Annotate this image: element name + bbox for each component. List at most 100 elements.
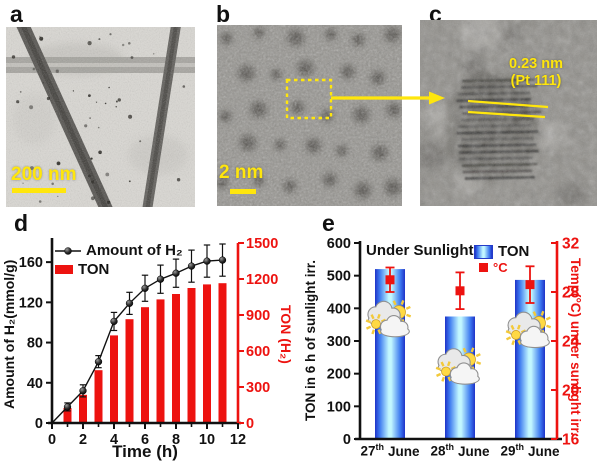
x-tick-label: 4	[110, 432, 118, 448]
chart-e-right-axis-title: Temp(°C) under sunlight irr.	[568, 258, 583, 436]
right-tick-label: 24	[562, 334, 580, 351]
line-marker-icon	[55, 246, 81, 255]
temp-marker-icon	[479, 263, 488, 272]
x-tick-label: 0	[48, 432, 56, 448]
ton-bar	[172, 294, 180, 423]
left-tick-label: 0	[35, 416, 43, 432]
right-tick-label: 900	[246, 308, 270, 324]
ton-bar-swatch-icon	[55, 265, 73, 274]
ton-bar	[203, 284, 211, 423]
weather-icons	[365, 299, 552, 385]
ton-bar	[156, 299, 165, 423]
h2-data-point	[187, 262, 196, 270]
panel-label-b: b	[216, 1, 231, 27]
scale-bar-label-a: 200 nm	[11, 164, 77, 185]
tem-image-pt-nanoparticles: 2 nm	[217, 25, 402, 206]
left-tick-label: 0	[343, 432, 351, 448]
ton-bar	[218, 283, 227, 423]
left-tick-label: 120	[19, 295, 43, 311]
right-tick-label: 28	[562, 285, 580, 302]
chart-e-left-axis-title: TON in 6 h of sunlight irr.	[303, 259, 318, 421]
chart-h2-ton-vs-time: 0 40 80 120 160 0 300 600 900 1200 1500 0 2 4 6 8 10 12	[19, 236, 278, 448]
tem-image-nanorods: 200 nm	[6, 27, 195, 207]
left-tick-label: 400	[327, 301, 351, 317]
right-tick-label: 1200	[246, 272, 278, 288]
weather-icon-sun-behind-clouds	[505, 310, 552, 349]
blue-bar-swatch-icon	[474, 244, 493, 259]
chart-d-legend-h2: Amount of H₂	[55, 242, 183, 259]
tem-c-canvas	[420, 20, 597, 206]
left-tick-label: 200	[327, 367, 351, 383]
lattice-spacing-line-2	[467, 110, 546, 119]
ton-bar-day	[375, 269, 405, 439]
temperature-series	[385, 265, 535, 310]
weather-icon-sun-behind-clouds	[365, 299, 412, 338]
chart-e-legend-temp: °C	[479, 260, 508, 275]
lattice-spacing-line-1	[467, 99, 549, 109]
h2-data-point	[203, 257, 211, 265]
panel-label-e: e	[322, 210, 335, 236]
legend-e-ton-label: TON	[498, 243, 530, 260]
left-tick-label: 100	[327, 399, 351, 415]
h2-data-point	[94, 358, 103, 366]
left-tick-label: 80	[27, 336, 43, 352]
left-tick-label: 40	[27, 376, 43, 392]
ton-bar	[94, 370, 103, 423]
chart-d-axes: 0 40 80 120 160 0 300 600 900 1200 1500 0 2 4 6 8 10 12	[19, 236, 278, 448]
h2-data-point	[125, 299, 134, 307]
ton-bar	[63, 408, 72, 423]
right-tick-label: 16	[562, 432, 580, 449]
legend-temp-label: °C	[493, 260, 508, 275]
right-tick-label: 300	[246, 380, 270, 396]
panel-label-c: c	[429, 1, 442, 27]
h2-data-point	[79, 387, 87, 395]
left-tick-label: 160	[19, 255, 43, 271]
chart-e-title: Under Sunlight	[366, 242, 474, 259]
zoom-arrow	[331, 91, 445, 105]
tem-image-lattice-fringes	[420, 20, 597, 206]
tem-b-canvas	[217, 25, 402, 206]
chart-ton-temp-by-day: 0 100 200 300 400 500 600 16 20 24 28 32	[327, 236, 580, 449]
x-tick-label: 2	[79, 432, 87, 448]
ton-bar-day	[515, 279, 545, 439]
lattice-spacing-label: 0.23 nm	[509, 56, 563, 72]
ton-bar	[79, 394, 87, 423]
legend-h2-label: Amount of H₂	[86, 242, 183, 259]
temperature-point	[525, 280, 535, 290]
chart-e-legend-ton: TON	[474, 243, 529, 260]
h2-data-point	[156, 275, 165, 283]
legend-ton-label: TON	[78, 261, 110, 278]
scale-bar-a	[12, 188, 66, 193]
right-tick-label: 32	[562, 236, 579, 253]
scale-bar-label-b: 2 nm	[219, 162, 264, 183]
ton-bar	[141, 307, 149, 423]
x-tick-label: 10	[199, 432, 215, 448]
right-tick-label: 600	[246, 344, 270, 360]
left-tick-label: 500	[327, 269, 351, 285]
h2-data-point	[172, 269, 180, 277]
ton-bars	[63, 283, 227, 423]
right-tick-label: 0	[246, 416, 254, 432]
temperature-point	[455, 286, 465, 296]
h2-line-series	[51, 243, 227, 424]
h2-data-point	[218, 256, 227, 264]
temperature-point	[385, 275, 395, 285]
right-tick-label: 20	[562, 383, 579, 400]
weather-icon-sun-behind-clouds	[435, 347, 482, 385]
chart-d-right-axis-title: TON (H₂)	[278, 304, 294, 364]
panel-label-a: a	[10, 1, 23, 27]
chart-d-x-axis-title: Time (h)	[112, 442, 178, 461]
ton-bars-e	[375, 269, 545, 439]
left-tick-label: 600	[327, 236, 351, 252]
chart-d-left-axis-title: Amount of H₂(mmol/g)	[1, 259, 17, 409]
x-tick-label: 12	[230, 432, 246, 448]
x-tick-label: 8	[172, 432, 180, 448]
x-tick-label: 6	[141, 432, 149, 448]
panel-label-d: d	[14, 210, 29, 236]
ton-bar	[187, 288, 196, 423]
h2-data-point	[141, 284, 149, 292]
right-tick-label: 1500	[246, 236, 278, 252]
ton-bar	[125, 319, 134, 423]
lattice-plane-label: (Pt 111)	[510, 73, 562, 89]
